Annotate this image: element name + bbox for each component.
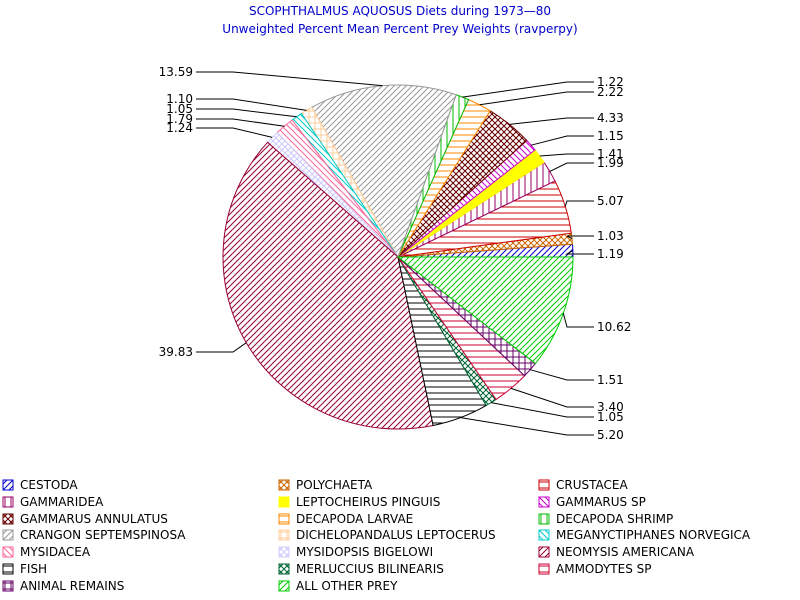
- legend-label: CRUSTACEA: [556, 478, 628, 492]
- slice-value-label: 10.62: [597, 320, 631, 334]
- leader-line: [509, 117, 594, 125]
- slice-value-label: 1.22: [597, 75, 624, 89]
- legend-label: DECAPODA LARVAE: [296, 511, 414, 526]
- legend-swatch: [2, 563, 14, 575]
- leader-line: [510, 387, 594, 408]
- legend-swatch: [2, 580, 14, 592]
- legend-swatch: [538, 513, 550, 525]
- legend-label: CRANGON SEPTEMSPINOSA: [20, 528, 186, 543]
- leader-line: [562, 313, 594, 328]
- slice-value-label: 1.24: [166, 121, 193, 135]
- legend-swatch: [2, 546, 14, 558]
- legend-label: MERLUCCIUS BILINEARIS: [296, 562, 444, 576]
- legend-label: ALL OTHER PREY: [296, 578, 398, 593]
- slice-value-label: 1.79: [166, 112, 193, 126]
- leader-line: [196, 342, 247, 353]
- leader-line: [539, 153, 594, 157]
- legend-label: DICHELOPANDALUS LEPTOCERUS: [296, 528, 496, 543]
- legend-swatch: [538, 529, 550, 541]
- legend-swatch: [278, 513, 290, 525]
- legend-label: GAMMARUS ANNULATUS: [20, 511, 168, 526]
- legend-swatch: [278, 580, 290, 592]
- legend-label: MEGANYCTIPHANES NORVEGICA: [556, 528, 751, 543]
- legend-swatch: [278, 546, 290, 558]
- leader-line: [549, 162, 594, 172]
- chart-subtitle: Unweighted Percent Mean Percent Prey Wei…: [222, 22, 578, 36]
- pie-chart: 1.19 1.03 5.07 1.991.41 1.15 4.33 2.221.22 13.5…: [159, 65, 632, 442]
- leader-line: [196, 127, 273, 138]
- leader-line: [479, 91, 594, 106]
- legend-swatch: [278, 563, 290, 575]
- leader-line: [491, 402, 594, 418]
- legend-label: NEOMYSIS AMERICANA: [556, 545, 695, 560]
- legend-label: DECAPODA SHRIMP: [556, 511, 674, 526]
- slice-value-label: 1.41: [597, 147, 624, 161]
- legend-label: ANIMAL REMAINS: [20, 578, 125, 593]
- slice-value-label: 1.05: [597, 410, 624, 424]
- slice-value-label: 1.05: [166, 102, 193, 116]
- leader-line: [196, 98, 307, 111]
- legend: CESTODA POLYCHAETA CRUSTACEA GAMMARIDEA LEPT…: [0, 476, 800, 600]
- slice-value-label: 39.83: [159, 345, 193, 359]
- leader-line: [460, 417, 594, 436]
- leader-line: [564, 200, 594, 207]
- slice-value-label: 2.22: [597, 85, 624, 99]
- slice-value-label: 4.33: [597, 111, 624, 125]
- legend-label: GAMMARUS SP: [556, 494, 646, 509]
- leader-line: [196, 108, 297, 118]
- legend-label: AMMODYTES SP: [556, 562, 652, 576]
- legend-swatch: [278, 529, 290, 541]
- slice-value-label: 1.10: [166, 92, 193, 106]
- legend-swatch: [2, 496, 14, 508]
- legend-label: FISH: [20, 562, 48, 576]
- legend-swatch: [538, 479, 550, 491]
- legend-label: LEPTOCHEIRUS PINGUIS: [296, 494, 441, 509]
- legend-swatch: [2, 529, 14, 541]
- legend-swatch: [278, 479, 290, 491]
- slice-value-label: 1.19: [597, 247, 624, 261]
- slice-value-label: 5.07: [597, 194, 624, 208]
- legend-label: MYSIDACEA: [20, 545, 91, 560]
- chart-title: SCOPHTHALMUS AQUOSUS Diets during 1973—8…: [248, 4, 552, 18]
- slice-value-label: 13.59: [159, 65, 193, 79]
- legend-swatch: [538, 563, 550, 575]
- legend-label: GAMMARIDEA: [20, 494, 104, 509]
- slice-value-label: 1.03: [597, 229, 624, 243]
- legend-label: CESTODA: [20, 478, 78, 492]
- legend-swatch: [278, 496, 290, 508]
- leader-line: [530, 135, 594, 146]
- slice-value-label: 1.15: [597, 129, 624, 143]
- pie-slice-all-other-prey: [396, 256, 574, 365]
- leader-line: [530, 369, 594, 381]
- legend-swatch: [2, 479, 14, 491]
- slice-value-label: 5.20: [597, 428, 624, 442]
- legend-swatch: [538, 546, 550, 558]
- legend-swatch: [538, 496, 550, 508]
- legend-swatch: [2, 513, 14, 525]
- leader-line: [196, 118, 285, 127]
- pie-slice-crangon-septemspinosa: [311, 84, 457, 259]
- legend-label: POLYCHAETA: [296, 478, 373, 492]
- slice-value-label: 1.99: [597, 156, 624, 170]
- leader-line: [566, 235, 594, 240]
- leader-line: [196, 71, 383, 87]
- slice-value-label: 1.51: [597, 373, 624, 387]
- leader-line: [462, 81, 594, 98]
- leader-line: [565, 250, 594, 255]
- legend-label: MYSIDOPSIS BIGELOWI: [296, 545, 434, 560]
- slice-value-label: 3.40: [597, 400, 624, 414]
